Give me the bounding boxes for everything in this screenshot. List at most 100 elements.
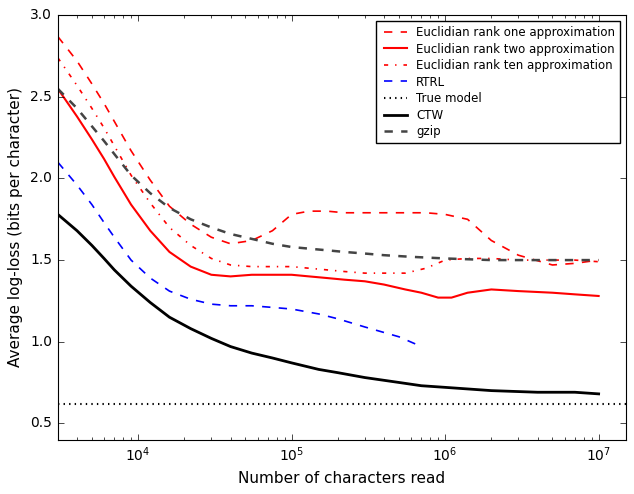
- CTW: [100, 255, 108, 261]
- Euclidian rank one approximation: [165, 203, 173, 209]
- Line: Euclidian rank two approximation: Euclidian rank two approximation: [58, 89, 598, 297]
- CTW: [227, 344, 235, 350]
- CTW: [315, 367, 323, 372]
- Euclidian rank ten approximation: [340, 269, 348, 275]
- Euclidian rank two approximation: [488, 287, 495, 292]
- Euclidian rank one approximation: [269, 228, 276, 234]
- CTW: [187, 326, 195, 331]
- Line: CTW: CTW: [58, 214, 598, 394]
- gzip: [127, 172, 135, 178]
- RTRL: [334, 316, 342, 322]
- Euclidian rank one approximation: [227, 241, 235, 247]
- Euclidian rank one approximation: [110, 119, 118, 124]
- RTRL: [395, 334, 403, 340]
- gzip: [207, 224, 215, 230]
- CTW: [595, 391, 602, 397]
- Euclidian rank ten approximation: [54, 55, 61, 61]
- CTW: [571, 389, 579, 395]
- RTRL: [110, 234, 118, 240]
- Euclidian rank two approximation: [418, 290, 425, 296]
- Euclidian rank one approximation: [187, 221, 195, 227]
- Euclidian rank two approximation: [73, 114, 81, 120]
- Euclidian rank two approximation: [187, 264, 195, 270]
- Euclidian rank ten approximation: [401, 270, 409, 276]
- CTW: [441, 384, 449, 390]
- Euclidian rank one approximation: [488, 238, 495, 244]
- Euclidian rank two approximation: [165, 249, 173, 255]
- CTW: [361, 374, 368, 380]
- Euclidian rank ten approximation: [269, 264, 276, 270]
- gzip: [73, 105, 81, 111]
- Euclidian rank one approximation: [127, 148, 135, 154]
- gzip: [227, 231, 235, 237]
- RTRL: [248, 303, 256, 309]
- CTW: [269, 355, 276, 361]
- RTRL: [227, 303, 235, 309]
- RTRL: [288, 306, 295, 312]
- Euclidian rank two approximation: [361, 278, 368, 284]
- CTW: [127, 283, 135, 289]
- Euclidian rank one approximation: [207, 234, 215, 240]
- gzip: [146, 190, 154, 196]
- RTRL: [418, 344, 425, 350]
- CTW: [165, 314, 173, 320]
- Euclidian rank two approximation: [340, 277, 348, 283]
- CTW: [54, 211, 61, 217]
- RTRL: [361, 324, 368, 330]
- Euclidian rank two approximation: [146, 228, 154, 234]
- Euclidian rank one approximation: [73, 58, 81, 64]
- Y-axis label: Average log-loss (bits per character): Average log-loss (bits per character): [8, 87, 23, 368]
- gzip: [340, 249, 348, 255]
- Euclidian rank two approximation: [127, 202, 135, 207]
- Euclidian rank two approximation: [380, 282, 388, 288]
- RTRL: [73, 182, 81, 188]
- Euclidian rank one approximation: [463, 216, 471, 222]
- Euclidian rank one approximation: [380, 210, 388, 216]
- Euclidian rank ten approximation: [165, 224, 173, 230]
- RTRL: [127, 257, 135, 263]
- Euclidian rank one approximation: [422, 210, 430, 216]
- Euclidian rank one approximation: [306, 208, 313, 214]
- Euclidian rank two approximation: [548, 290, 556, 296]
- Line: Euclidian rank one approximation: Euclidian rank one approximation: [58, 37, 598, 265]
- Euclidian rank two approximation: [306, 274, 313, 280]
- CTW: [146, 299, 154, 305]
- Euclidian rank ten approximation: [146, 200, 154, 206]
- gzip: [323, 247, 331, 253]
- RTRL: [88, 202, 96, 207]
- Euclidian rank ten approximation: [288, 264, 295, 270]
- Euclidian rank two approximation: [288, 272, 295, 278]
- Euclidian rank two approximation: [401, 287, 409, 292]
- Euclidian rank ten approximation: [361, 270, 368, 276]
- Euclidian rank ten approximation: [488, 255, 495, 261]
- gzip: [380, 252, 388, 258]
- Euclidian rank one approximation: [441, 211, 449, 217]
- Euclidian rank ten approximation: [441, 257, 449, 263]
- Euclidian rank ten approximation: [207, 255, 215, 261]
- Euclidian rank ten approximation: [595, 259, 602, 265]
- RTRL: [187, 296, 195, 302]
- Euclidian rank two approximation: [448, 294, 455, 300]
- gzip: [595, 257, 602, 263]
- CTW: [418, 383, 425, 389]
- gzip: [571, 257, 579, 263]
- RTRL: [100, 220, 108, 226]
- Euclidian rank ten approximation: [463, 255, 471, 261]
- Euclidian rank two approximation: [207, 272, 215, 278]
- CTW: [334, 370, 342, 375]
- Euclidian rank one approximation: [595, 257, 602, 263]
- RTRL: [269, 304, 276, 310]
- Euclidian rank ten approximation: [127, 172, 135, 178]
- CTW: [73, 228, 81, 234]
- Euclidian rank ten approximation: [187, 243, 195, 248]
- Line: RTRL: RTRL: [58, 162, 422, 347]
- Euclidian rank two approximation: [100, 156, 108, 162]
- Euclidian rank ten approximation: [515, 257, 522, 263]
- gzip: [110, 151, 118, 157]
- Euclidian rank two approximation: [515, 288, 522, 294]
- CTW: [534, 389, 541, 395]
- Euclidian rank ten approximation: [323, 267, 331, 273]
- Euclidian rank one approximation: [54, 34, 61, 40]
- Euclidian rank one approximation: [88, 81, 96, 87]
- Euclidian rank one approximation: [100, 100, 108, 106]
